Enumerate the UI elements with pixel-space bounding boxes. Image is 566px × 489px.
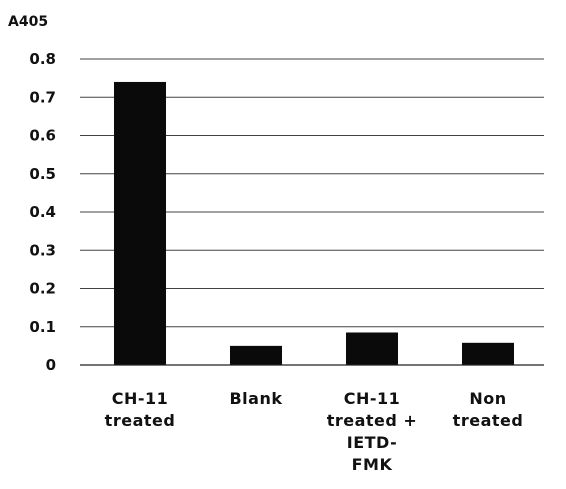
y-tick-label: 0.4: [29, 203, 56, 221]
y-tick-label: 0.8: [29, 50, 56, 68]
y-tick-label: 0.1: [29, 318, 56, 336]
bar: [346, 332, 398, 365]
y-axis-label: A405: [8, 14, 48, 30]
y-tick-label: 0.5: [29, 165, 56, 183]
y-tick-label: 0.6: [29, 127, 56, 145]
y-tick-label: 0.3: [29, 241, 56, 259]
x-category-label: Non treated: [453, 389, 524, 430]
x-category-label: CH-11 treated: [105, 389, 176, 430]
bar: [114, 81, 166, 365]
bars: [114, 81, 514, 365]
x-category-label: Blank: [229, 389, 282, 408]
bar: [462, 342, 514, 365]
y-tick-label: 0.2: [29, 280, 56, 298]
x-category-labels: CH-11 treated Blank CH-11 treated + IETD-FMK N…: [105, 389, 524, 474]
x-category-label: CH-11 treated + IETD-FMK: [327, 389, 418, 474]
y-tick-labels: 0 0.1 0.2 0.3 0.4 0.5 0.6 0.7 0.8: [29, 50, 56, 374]
bar: [230, 345, 282, 365]
y-tick-label: 0: [46, 356, 56, 374]
y-tick-label: 0.7: [29, 88, 56, 106]
